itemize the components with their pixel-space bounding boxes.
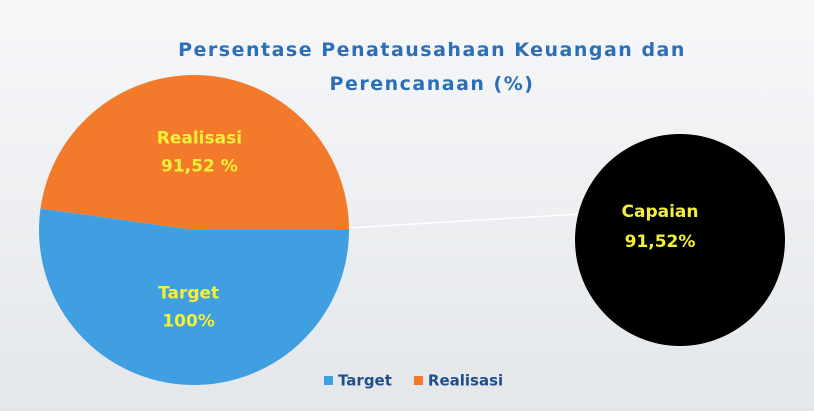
legend-label: Realisasi xyxy=(428,372,503,390)
slice-value-label: 91,52 % xyxy=(161,157,238,177)
pie-slice xyxy=(38,208,349,386)
legend-swatch xyxy=(324,376,333,385)
legend-label: Target xyxy=(338,372,392,390)
slice-value-label: 100% xyxy=(162,311,215,331)
capaian-label: Capaian xyxy=(622,202,699,222)
leader-line xyxy=(348,211,613,229)
pie-slice xyxy=(40,75,350,230)
chart-title: Persentase Penatausahaan Keuangan dan Per… xyxy=(178,39,686,95)
capaian-circle xyxy=(575,134,785,346)
capaian-value-label: 91,52% xyxy=(625,232,696,252)
slice-category-label: Target xyxy=(158,283,219,303)
legend-swatch xyxy=(413,376,423,385)
slice-category-label: Realisasi xyxy=(157,129,242,149)
